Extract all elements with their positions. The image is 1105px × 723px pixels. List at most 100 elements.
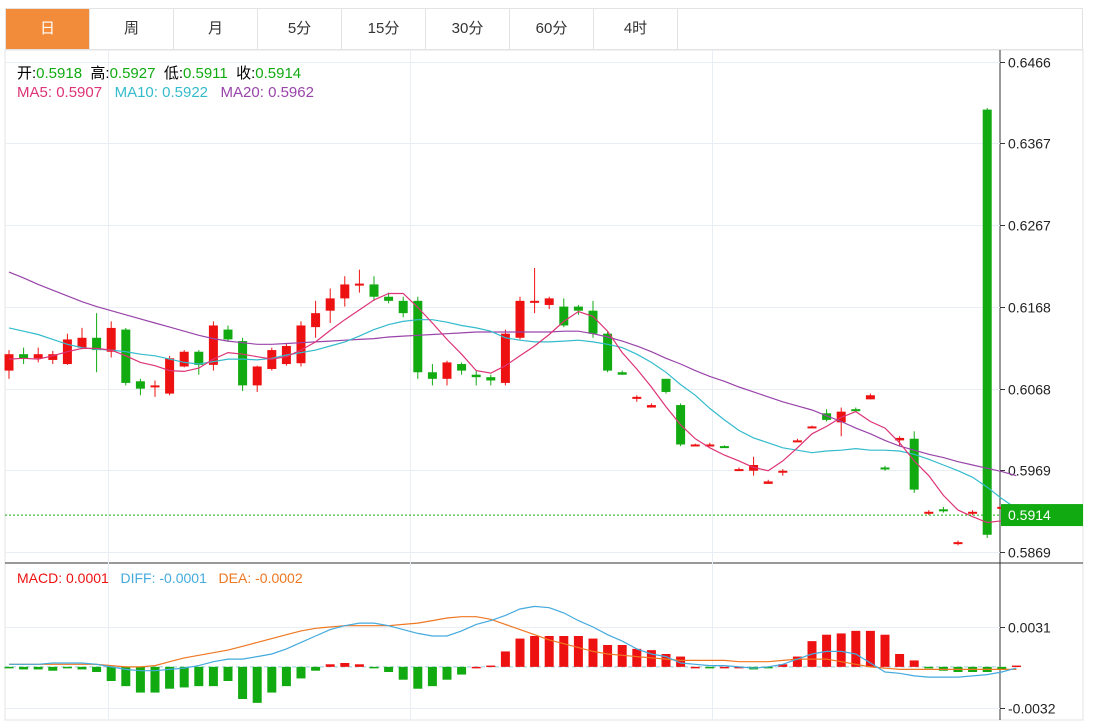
tab-2[interactable]: 月	[174, 9, 258, 49]
macd-legend-item: MACD: 0.0001	[17, 570, 109, 586]
macd-bar	[924, 666, 934, 669]
candle-body	[179, 351, 189, 367]
ma-legend: MA5: 0.5907 MA10: 0.5922 MA20: 0.5962	[17, 84, 314, 101]
macd-bar	[588, 638, 598, 667]
ma5-line	[8, 292, 1017, 524]
diff-legend-item: DIFF: -0.0001	[121, 570, 207, 586]
ma20-label: MA20:	[220, 84, 269, 101]
close-value: 0.5914	[255, 65, 302, 82]
ma10-value: 0.5922	[162, 84, 209, 101]
candle-body	[719, 446, 729, 449]
macd-bar	[778, 664, 788, 667]
candle-body	[413, 300, 423, 373]
macd-bar	[311, 666, 321, 671]
candle-body	[909, 438, 919, 490]
price-tick-label: 0.6267	[1008, 218, 1051, 234]
ma20-line	[8, 271, 1017, 477]
candle-body	[165, 358, 175, 394]
macd-bar	[48, 666, 58, 671]
macd-bar	[223, 666, 233, 681]
tab-1[interactable]: 周	[90, 9, 174, 49]
candle-body	[325, 298, 335, 311]
macd-value: 0.0001	[66, 570, 109, 586]
tab-3[interactable]: 5分	[258, 9, 342, 49]
candle-body	[734, 469, 744, 472]
candle-body	[442, 362, 452, 379]
candle-body	[632, 396, 642, 399]
macd-bar	[719, 666, 729, 669]
candle-body	[340, 284, 350, 299]
candle-body	[150, 385, 160, 388]
candle-body	[573, 306, 583, 311]
macd-bar	[369, 666, 379, 669]
macd-bar	[690, 666, 700, 669]
candle-body	[457, 364, 467, 371]
candle-body	[427, 372, 437, 379]
candle-body	[588, 310, 598, 334]
tab-4[interactable]: 15分	[342, 9, 426, 49]
high-label: 高:	[90, 65, 110, 82]
candle-body	[135, 381, 145, 389]
macd-bar	[267, 666, 277, 693]
candle-body	[880, 467, 890, 470]
macd-bar	[4, 666, 14, 669]
high-value: 0.5927	[109, 65, 156, 82]
macd-tick-label: 0.0031	[1008, 620, 1051, 636]
dea-legend-item: DEA: -0.0002	[219, 570, 303, 586]
candle-body	[92, 337, 102, 351]
candle-body	[33, 354, 43, 359]
candle-body	[48, 354, 58, 360]
macd-bar	[500, 651, 510, 667]
macd-bar	[676, 656, 686, 667]
candle-body	[851, 409, 861, 412]
macd-bar	[354, 664, 364, 667]
close-label: 收:	[236, 65, 256, 82]
candle-body	[4, 354, 14, 371]
candle-body	[296, 325, 306, 364]
diff-value: -0.0001	[159, 570, 207, 586]
diff-line	[9, 605, 1017, 678]
open-value: 0.5918	[36, 65, 83, 82]
candle-body	[384, 296, 394, 301]
macd-bar	[135, 666, 145, 693]
macd-bar	[515, 638, 525, 667]
candle-body	[559, 306, 569, 326]
ma20-legend: MA20: 0.5962	[221, 84, 314, 101]
candle-body	[106, 327, 116, 352]
macd-bar	[398, 666, 408, 680]
candle-body	[792, 440, 802, 443]
candle-body	[19, 354, 29, 359]
macd-bar	[92, 666, 102, 672]
macd-bar	[705, 666, 715, 669]
macd-bar	[150, 666, 160, 693]
tab-7[interactable]: 4时	[594, 9, 678, 49]
candle-body	[661, 378, 671, 392]
macd-bar	[179, 666, 189, 688]
candle-body	[500, 333, 510, 383]
ma5-value: 0.5907	[56, 84, 103, 101]
candle-body	[982, 109, 992, 535]
candle-body	[865, 395, 875, 400]
price-tick-label: 0.6367	[1008, 136, 1051, 152]
price-tick-label: 0.6466	[1008, 55, 1051, 71]
macd-bar	[77, 666, 87, 670]
macd-bar	[457, 666, 467, 675]
candle-body	[77, 337, 87, 348]
tab-6[interactable]: 60分	[510, 9, 594, 49]
candle-body	[238, 341, 248, 386]
dea-value: -0.0002	[255, 570, 303, 586]
macd-bar	[121, 666, 131, 687]
macd-bar	[413, 666, 423, 689]
ma10-label: MA10:	[114, 84, 163, 101]
candle-body	[208, 325, 218, 365]
macd-bar	[1011, 665, 1021, 668]
tab-0[interactable]: 日	[6, 9, 90, 49]
candle-body	[763, 481, 773, 484]
candle-body	[807, 426, 817, 429]
tab-5[interactable]: 30分	[426, 9, 510, 49]
macd-bar	[471, 666, 481, 669]
macd-legend: MACD: 0.0001 DIFF: -0.0001 DEA: -0.0002	[17, 570, 303, 586]
macd-bar	[632, 648, 642, 667]
macd-bar	[997, 666, 1007, 670]
